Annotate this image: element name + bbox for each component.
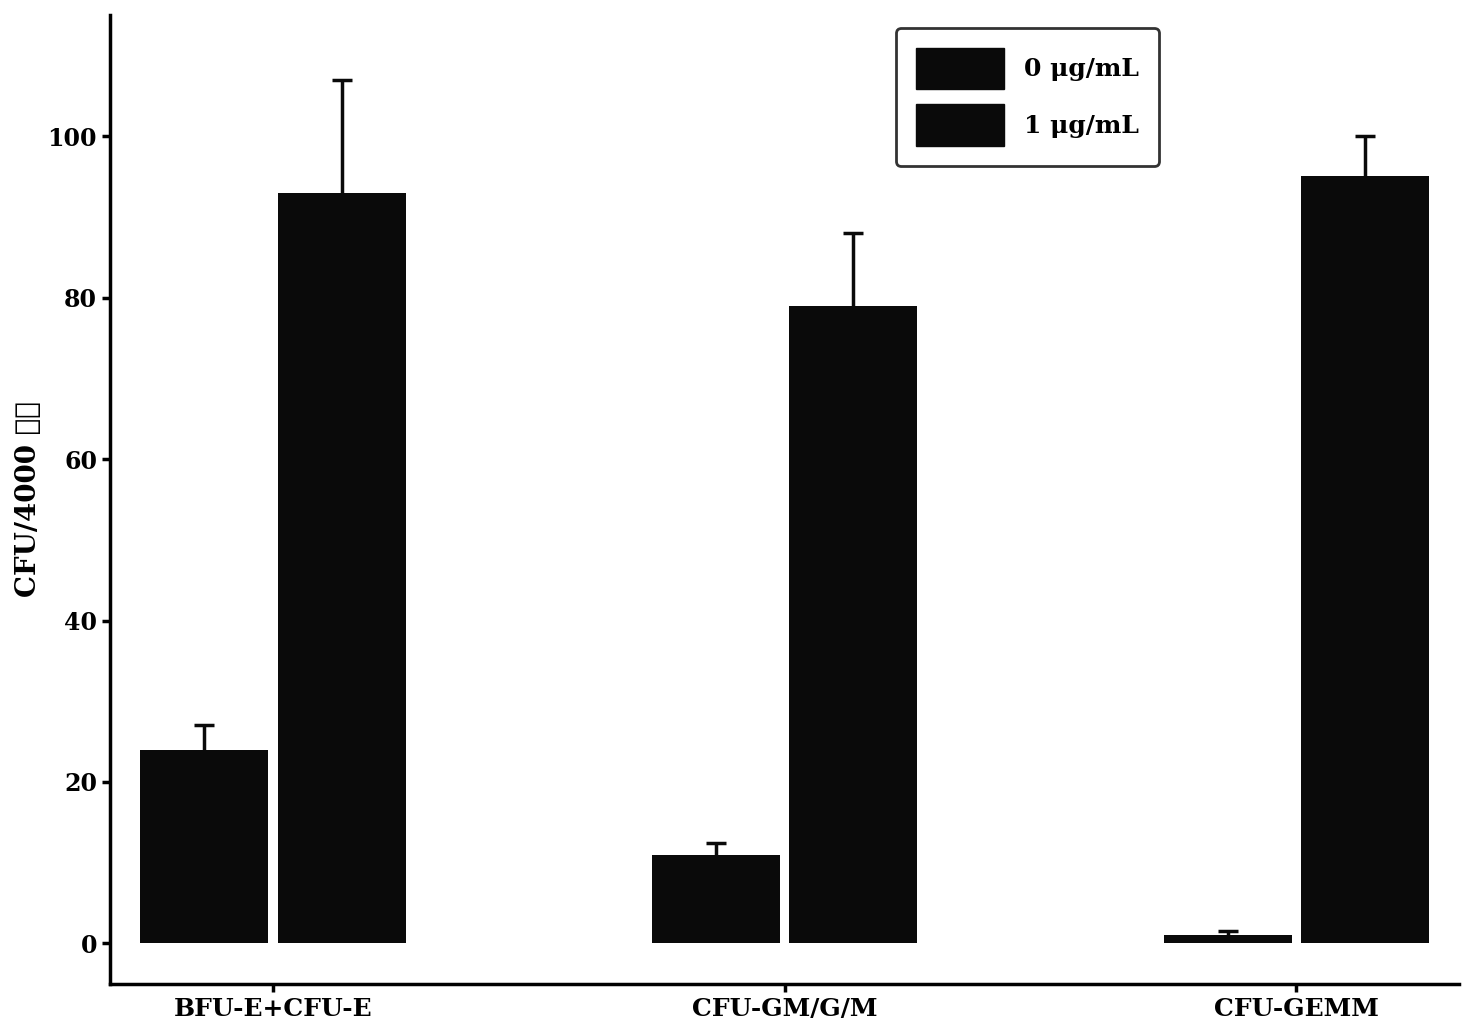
Bar bbox=[652, 855, 780, 944]
Bar bbox=[1163, 936, 1291, 944]
Bar bbox=[140, 750, 268, 944]
Y-axis label: CFU/4000 细胞: CFU/4000 细胞 bbox=[15, 402, 41, 598]
Bar bbox=[277, 193, 405, 944]
Legend: 0 μg/mL, 1 μg/mL: 0 μg/mL, 1 μg/mL bbox=[896, 28, 1159, 166]
Bar bbox=[789, 306, 917, 944]
Bar bbox=[1302, 176, 1428, 944]
